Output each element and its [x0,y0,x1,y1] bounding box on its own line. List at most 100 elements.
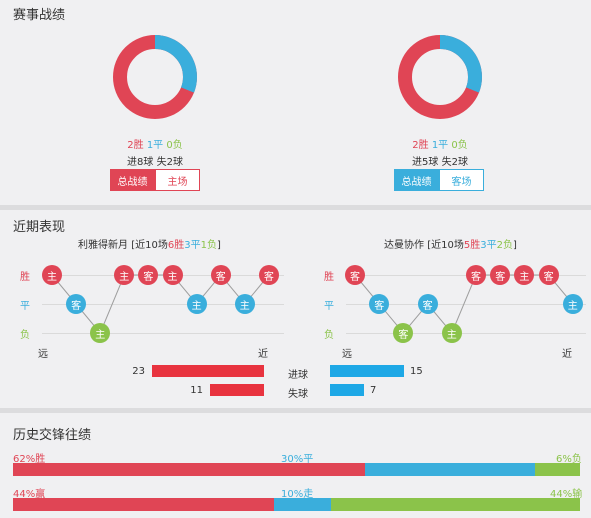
section-title-recent: 近期表现 [13,220,66,235]
history-row1-segment [534,463,580,476]
home-form-point: 主 [42,265,62,285]
home-draw-count: 1平 [146,140,164,151]
away-form-polyline [354,274,574,334]
home-summary-d: 3平 [184,240,201,251]
away-form-point: 客 [490,265,511,285]
home-win-count: 2胜 [127,140,144,151]
away-donut-draw [398,35,482,119]
away-form-point: 客 [345,265,365,285]
away-y-draw: 平 [324,301,334,312]
home-form-point: 主 [114,265,135,285]
away-form-point: 客 [417,294,438,314]
away-win-count: 2胜 [412,140,429,151]
away-y-loss: 负 [324,330,334,341]
home-stats: 2胜 1平 0负 进8球 失2球 [95,136,215,168]
away-form-point: 主 [441,323,462,343]
away-form-point: 客 [393,323,414,343]
away-near-label: 近 [562,349,572,360]
home-summary-w: 6胜 [167,240,185,251]
history-row2-right: 44%输 [550,489,583,500]
away-summary-w: 5胜 [463,240,481,251]
home-summary-suffix: ] [216,240,221,251]
history-row2-left: 44%赢 [13,489,46,500]
history-row2-segment [330,498,580,511]
home-form-point: 客 [210,265,231,285]
home-summary-l: 1负 [200,240,217,251]
goals-for-label: 进球 [288,370,308,381]
home-goals-against-bar [210,384,264,396]
home-loss-count: 0负 [166,140,183,151]
home-goals-against-value: 11 [190,385,203,396]
away-loss-count: 0负 [451,140,468,151]
home-grid-loss [42,333,284,334]
home-form-point: 主 [162,265,183,285]
tab-total-home[interactable]: 总战绩 [110,169,155,191]
history-row2-bar [13,498,580,511]
away-tabs: 总战绩 客场 [394,169,484,191]
home-form-point: 主 [234,294,255,314]
away-stats: 2胜 1平 0负 进5球 失2球 [380,136,500,168]
home-donut-chart [113,35,197,119]
away-summary-suffix: ] [512,240,517,251]
home-form-point: 主 [90,323,111,343]
home-y-loss: 负 [20,330,30,341]
away-goals-for-value: 15 [410,366,423,377]
tab-venue-home[interactable]: 主场 [155,169,200,191]
away-grid-loss [346,333,586,334]
away-form-point: 主 [514,265,535,285]
home-tabs: 总战绩 主场 [110,169,200,191]
divider [0,205,591,210]
history-row1-segment [364,463,535,476]
away-summary-l: 2负 [496,240,513,251]
home-near-label: 近 [258,349,268,360]
home-goals-for-bar [152,365,264,377]
home-y-draw: 平 [20,301,30,312]
away-far-label: 远 [342,349,352,360]
away-donut-chart [398,35,482,119]
goals-against-label: 失球 [288,389,308,400]
home-form-point: 客 [66,294,87,314]
home-grid-draw [42,304,284,305]
home-far-label: 远 [38,349,48,360]
away-summary-prefix: [近10场 [427,240,464,251]
away-grid-draw [346,304,586,305]
home-form-point: 主 [186,294,207,314]
tab-venue-away[interactable]: 客场 [439,169,484,191]
away-team-name: 达曼协作 [384,240,424,251]
history-row1-left: 62%胜 [13,454,46,465]
away-goals-against-value: 7 [370,385,377,396]
history-row1-mid: 30%平 [281,454,314,465]
away-draw-count: 1平 [431,140,449,151]
divider [0,408,591,413]
home-goals-line: 进8球 失2球 [127,157,183,168]
away-form-point: 客 [369,294,390,314]
history-row2-segment [13,498,274,511]
away-y-win: 胜 [324,272,334,283]
away-goals-against-bar [330,384,364,396]
away-goals-for-bar [330,365,404,377]
home-goals-for-value: 23 [132,366,145,377]
section-title-history: 历史交锋往绩 [13,428,92,443]
home-form-point: 客 [258,265,279,285]
away-form-point: 主 [562,294,583,314]
home-form-polyline [51,274,270,334]
home-form-point: 客 [138,265,159,285]
away-form-point: 客 [538,265,559,285]
away-summary-d: 3平 [480,240,497,251]
away-goals-line: 进5球 失2球 [412,157,468,168]
home-summary-prefix: [近10场 [131,240,168,251]
home-recent-header: 利雅得新月 [近10场6胜3平1负] [78,236,221,251]
away-form-point: 客 [466,265,486,285]
section-title-record: 赛事战绩 [13,8,66,23]
home-donut-draw [113,35,197,119]
history-row1-bar [13,463,580,476]
history-row2-segment [273,498,331,511]
history-row1-right: 6%负 [556,454,582,465]
history-row2-mid: 10%走 [281,489,314,500]
away-recent-header: 达曼协作 [近10场5胜3平2负] [384,236,517,251]
home-y-win: 胜 [20,272,30,283]
history-row1-segment [13,463,365,476]
tab-total-away[interactable]: 总战绩 [394,169,439,191]
home-team-name: 利雅得新月 [78,240,128,251]
